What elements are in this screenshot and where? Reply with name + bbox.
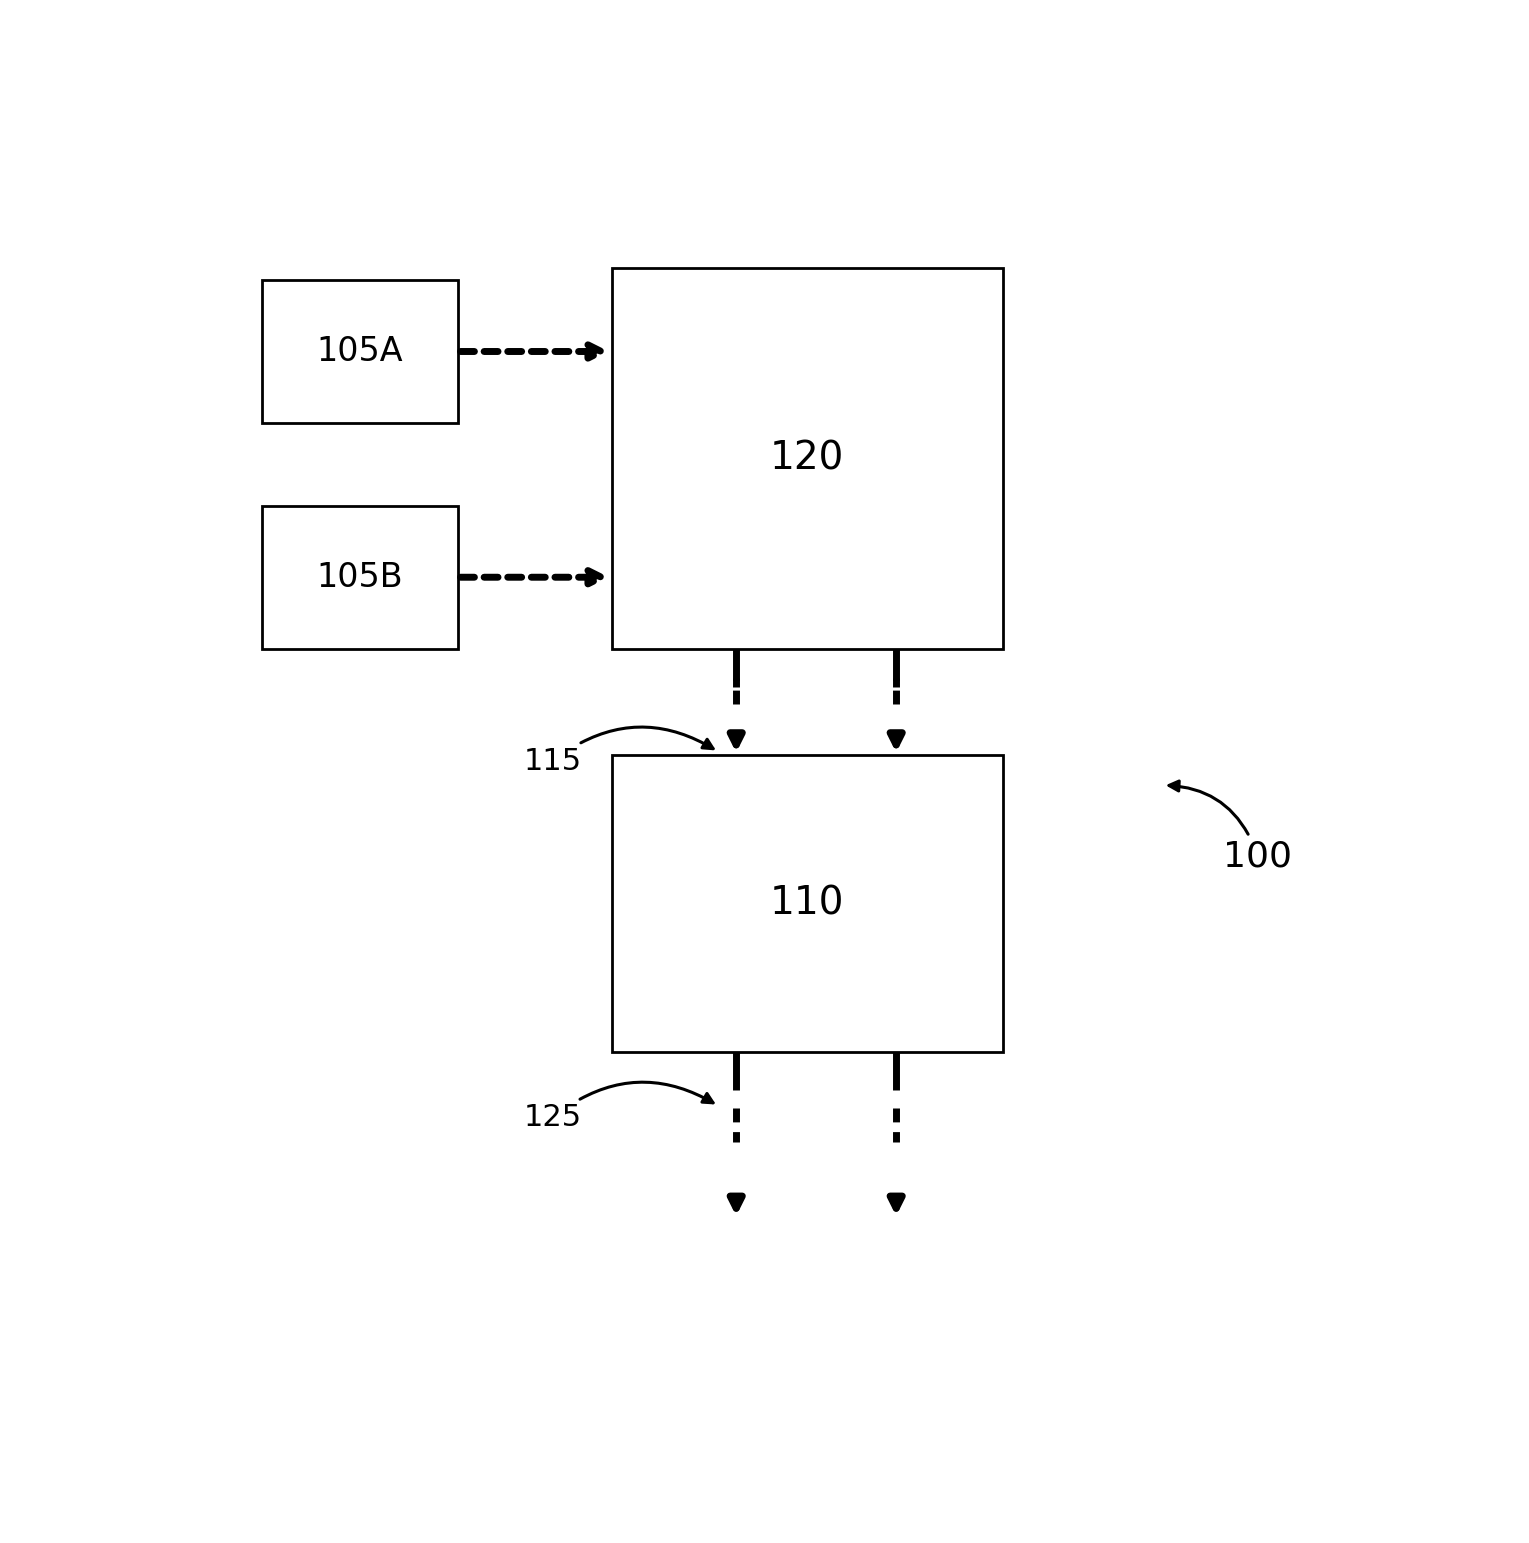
Text: 105B: 105B <box>317 560 404 594</box>
Text: 120: 120 <box>771 440 844 477</box>
Text: 125: 125 <box>523 1082 713 1133</box>
Bar <box>263 281 457 423</box>
Bar <box>612 756 1003 1052</box>
Text: 110: 110 <box>771 886 844 923</box>
Bar <box>263 506 457 648</box>
Text: 105A: 105A <box>317 335 404 367</box>
Text: 100: 100 <box>1170 781 1292 873</box>
Bar <box>612 268 1003 648</box>
Text: 115: 115 <box>523 727 713 776</box>
